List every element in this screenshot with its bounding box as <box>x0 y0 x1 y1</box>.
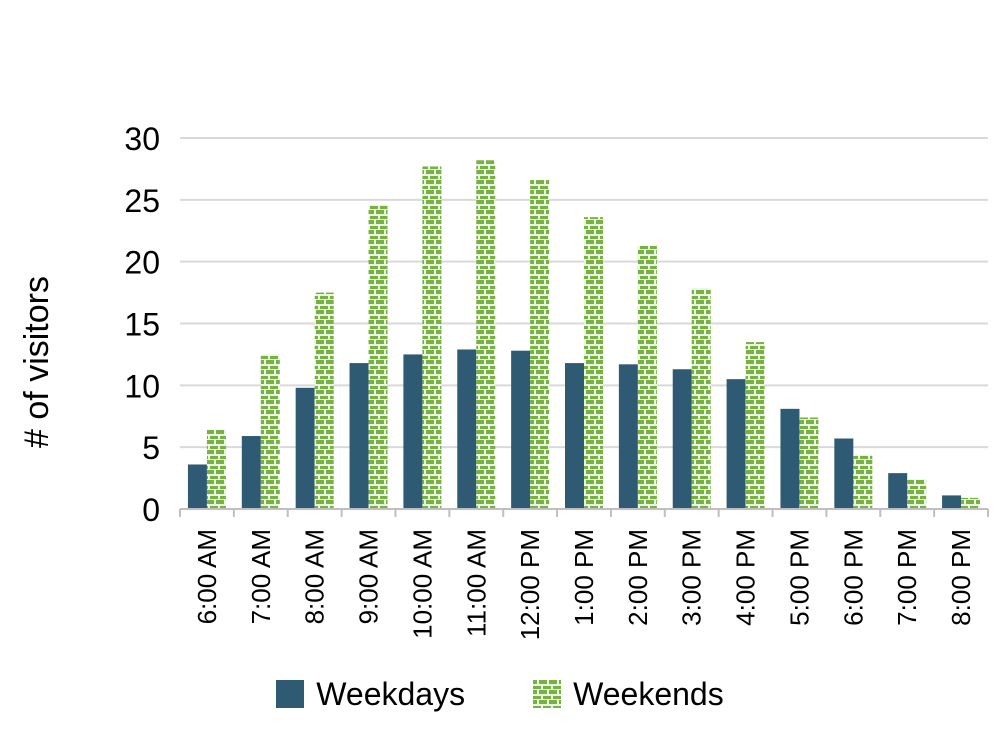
bar-weekdays-1 <box>241 436 261 509</box>
x-tick-label: 8:00 AM <box>300 529 330 624</box>
y-tick-labels: 0 5 10 15 20 25 30 <box>124 121 160 528</box>
legend-label-weekdays: Weekdays <box>316 675 466 712</box>
legend: Weekdays Weekends <box>0 668 1000 720</box>
bar-weekends-0 <box>206 429 226 509</box>
y-tick-label: 0 <box>142 492 160 528</box>
y-tick-label: 5 <box>142 430 160 466</box>
bar-weekdays-4 <box>403 354 423 509</box>
bar-weekdays-0 <box>187 464 207 509</box>
y-tick-label: 15 <box>124 307 160 343</box>
bar-weekends-7 <box>584 217 603 509</box>
y-axis-title: # of visitors <box>18 276 56 448</box>
bar-weekdays-12 <box>834 438 854 509</box>
bar-weekdays-7 <box>565 363 584 509</box>
x-tick-label: 2:00 PM <box>623 529 653 626</box>
x-tick-label: 1:00 PM <box>569 529 599 626</box>
bar-weekdays-10 <box>726 379 746 509</box>
bar-weekends-2 <box>314 292 334 509</box>
legend-label-weekends: Weekends <box>573 675 724 712</box>
x-axis <box>179 508 989 517</box>
x-tick-label: 9:00 AM <box>354 529 384 624</box>
x-tick-labels: 6:00 AM 7:00 AM 8:00 AM 9:00 AM 10:00 AM 11:0… <box>192 529 976 640</box>
y-tick-label: 10 <box>124 368 160 404</box>
x-tick-label: 10:00 AM <box>407 529 437 639</box>
bar-weekends-9 <box>691 288 711 509</box>
x-tick-label: 7:00 PM <box>892 529 922 626</box>
x-tick-label: 7:00 AM <box>246 529 276 624</box>
bar-weekdays-11 <box>780 408 800 509</box>
x-tick-label: 6:00 PM <box>838 529 868 626</box>
bar-weekends-11 <box>799 417 819 509</box>
bar-weekends-12 <box>853 454 873 509</box>
y-tick-label: 20 <box>124 245 160 281</box>
bar-weekends-14 <box>961 497 981 509</box>
bar-weekdays-8 <box>618 364 638 509</box>
bar-weekdays-6 <box>511 350 531 509</box>
bar-weekends-8 <box>637 245 657 509</box>
y-tick-label: 25 <box>124 183 160 219</box>
bar-weekdays-5 <box>457 349 477 509</box>
bar-weekdays-9 <box>672 369 692 509</box>
bar-weekends-4 <box>422 166 442 509</box>
x-tick-label: 8:00 PM <box>946 529 976 626</box>
x-tick-label: 11:00 AM <box>461 529 491 637</box>
x-tick-label: 6:00 AM <box>192 529 222 624</box>
bar-weekends-6 <box>530 180 550 509</box>
bar-weekends-1 <box>260 354 280 509</box>
bar-weekdays-2 <box>295 387 315 509</box>
x-tick-label: 3:00 PM <box>677 529 707 626</box>
bars <box>187 160 981 509</box>
legend-swatch-weekdays <box>276 680 305 708</box>
bar-weekdays-3 <box>349 363 369 509</box>
bar-chart: 0 5 10 15 20 25 30 6:00 AM 7:00 AM 8:00 AM 9:00 A… <box>18 121 989 640</box>
bar-weekends-3 <box>368 204 388 509</box>
x-tick-label: 4:00 PM <box>731 529 761 626</box>
x-tick-label: 12:00 PM <box>515 529 545 640</box>
legend-swatch-weekends <box>533 680 562 708</box>
y-tick-label: 30 <box>124 121 160 157</box>
bar-weekdays-14 <box>942 495 962 509</box>
x-tick-label: 5:00 PM <box>784 529 814 626</box>
legend-item-weekdays: Weekdays <box>276 676 465 713</box>
bar-weekends-13 <box>907 479 927 509</box>
bar-weekends-10 <box>745 342 765 509</box>
bar-weekends-5 <box>476 160 496 509</box>
bar-weekdays-13 <box>888 473 908 509</box>
legend-item-weekends: Weekends <box>533 676 724 713</box>
